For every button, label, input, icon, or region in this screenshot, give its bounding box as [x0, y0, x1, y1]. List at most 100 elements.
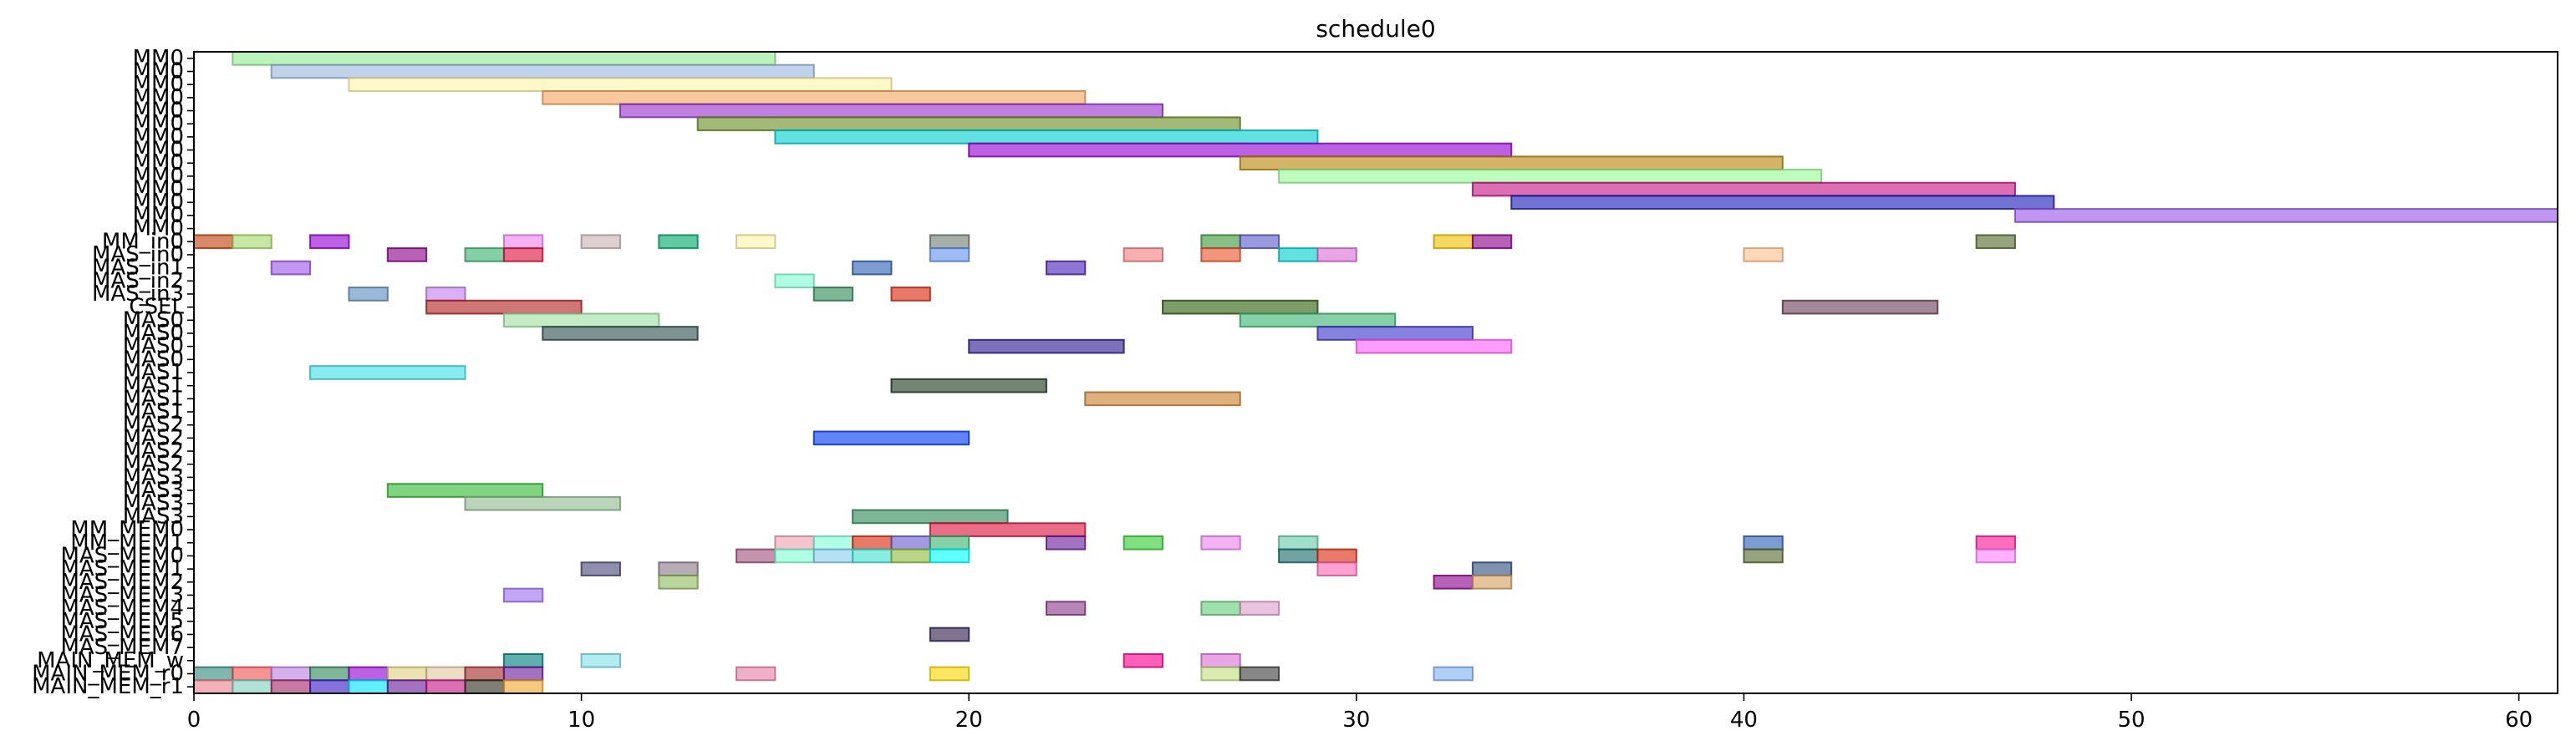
task-bar-44	[1163, 301, 1317, 314]
task-bar-108	[1201, 667, 1240, 681]
task-bar-63	[891, 536, 929, 550]
task-bar-42	[891, 287, 929, 301]
task-bar-4	[620, 104, 1163, 118]
task-bar-74	[853, 550, 891, 563]
task-bar-30	[1124, 248, 1163, 261]
task-bar-14	[232, 235, 271, 248]
task-bar-5	[698, 117, 1240, 130]
task-bar-27	[466, 248, 504, 261]
task-bar-90	[1201, 601, 1240, 615]
task-bar-70	[1977, 536, 2015, 550]
task-bar-24	[1473, 235, 1511, 248]
task-bar-1	[272, 65, 814, 79]
task-bar-106	[736, 667, 775, 681]
task-bar-81	[582, 562, 620, 576]
task-bar-32	[1279, 248, 1317, 261]
task-bar-9	[1279, 170, 1821, 183]
task-bar-87	[1473, 576, 1511, 589]
task-bar-115	[349, 680, 387, 693]
task-bar-93	[504, 654, 542, 667]
task-bar-113	[272, 680, 310, 693]
task-bar-114	[310, 680, 349, 693]
task-bar-16	[504, 235, 542, 248]
task-bar-66	[1124, 536, 1163, 550]
task-bar-107	[930, 667, 969, 681]
task-bar-43	[426, 301, 581, 314]
task-bar-112	[232, 680, 271, 693]
task-bar-7	[969, 144, 1511, 157]
task-bar-59	[930, 523, 1085, 536]
task-bar-110	[1434, 667, 1473, 681]
task-bar-38	[775, 274, 813, 287]
task-bar-97	[194, 667, 232, 681]
task-bar-10	[1473, 183, 2015, 196]
task-bar-103	[426, 667, 465, 681]
task-bar-76	[930, 550, 969, 563]
x-tick-label: 50	[2117, 708, 2145, 733]
task-bar-50	[969, 340, 1123, 353]
task-bar-52	[310, 366, 465, 379]
task-bar-49	[1317, 327, 1472, 340]
x-tick-label: 10	[568, 708, 595, 733]
task-bar-77	[1279, 550, 1317, 563]
task-bar-18	[659, 235, 697, 248]
task-bar-68	[1279, 536, 1317, 550]
task-bar-48	[542, 327, 697, 340]
task-bar-88	[504, 589, 542, 602]
task-bar-35	[272, 261, 310, 275]
task-bar-53	[891, 379, 1046, 393]
task-bar-109	[1240, 667, 1279, 681]
task-bar-119	[504, 680, 542, 693]
task-bar-54	[1085, 393, 1240, 406]
task-bar-62	[853, 536, 891, 550]
x-tick-label: 30	[1342, 708, 1370, 733]
task-bar-34	[1744, 248, 1782, 261]
x-tick-label: 40	[1730, 708, 1758, 733]
x-tick-label: 0	[187, 708, 201, 733]
task-bar-72	[775, 550, 813, 563]
task-bar-95	[1124, 654, 1163, 667]
task-bar-31	[1201, 248, 1240, 261]
task-bar-91	[1240, 601, 1279, 615]
task-bar-3	[542, 91, 1085, 104]
task-bar-92	[930, 628, 969, 642]
task-bar-39	[349, 287, 387, 301]
task-bar-15	[310, 235, 349, 248]
task-bar-37	[1046, 261, 1085, 275]
task-bar-29	[930, 248, 969, 261]
task-bar-28	[504, 248, 542, 261]
task-bar-33	[1317, 248, 1356, 261]
task-bar-85	[659, 576, 697, 589]
task-bar-47	[1240, 313, 1395, 327]
task-bar-26	[388, 248, 426, 261]
task-bar-82	[659, 562, 697, 576]
task-bar-64	[930, 536, 969, 550]
task-bars	[194, 52, 2558, 693]
task-bar-60	[775, 536, 813, 550]
task-bar-2	[349, 78, 891, 91]
x-tick-label: 20	[955, 708, 983, 733]
chart-title: schedule0	[1316, 15, 1435, 43]
task-bar-111	[194, 680, 232, 693]
task-bar-46	[504, 313, 659, 327]
x-axis: 0 10 20 30 40 50 60	[187, 693, 2533, 733]
task-bar-100	[310, 667, 349, 681]
task-bar-86	[1434, 576, 1473, 589]
task-bar-36	[853, 261, 891, 275]
task-bar-12	[2015, 209, 2558, 222]
task-bar-51	[1357, 340, 1511, 353]
task-bar-11	[1511, 195, 2054, 209]
task-bar-23	[1434, 235, 1473, 248]
task-bar-94	[582, 654, 620, 667]
task-bar-99	[272, 667, 310, 681]
y-axis: MM0MM0MM0MM0MM0MM0MM0MM0MM0MM0MM0MM0MM0M…	[32, 46, 194, 699]
task-bar-13	[194, 235, 232, 248]
task-bar-116	[388, 680, 426, 693]
task-bar-41	[814, 287, 853, 301]
task-bar-80	[1977, 550, 2015, 563]
task-bar-118	[466, 680, 504, 693]
task-bar-58	[853, 510, 1007, 524]
task-bar-65	[1046, 536, 1085, 550]
